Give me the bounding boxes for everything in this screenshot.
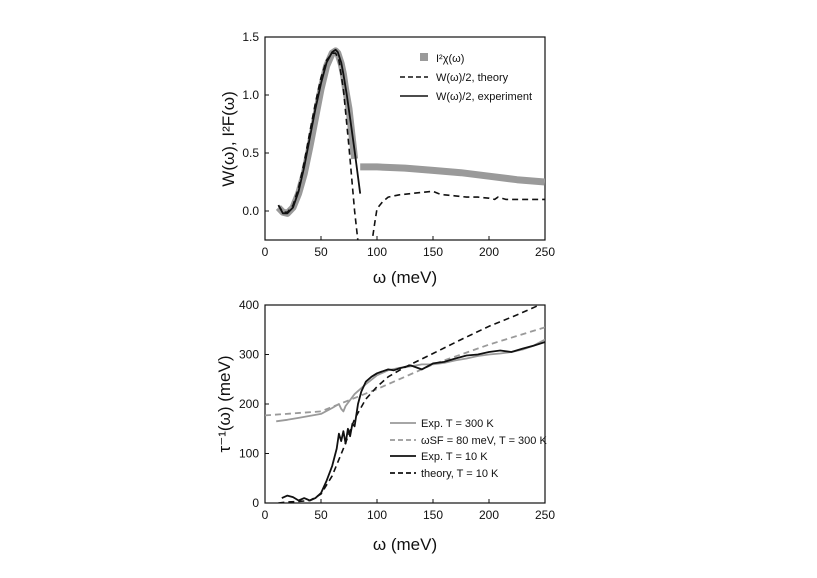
bottom-plot-frame (264, 304, 546, 504)
bottom-x-tick-label: 50 (314, 508, 328, 522)
top-x-tick-label: 100 (367, 245, 387, 259)
legend-exp10-label: Exp. T = 10 K (421, 451, 488, 463)
legend-i2chi-marker (420, 53, 428, 61)
legend-theory10-label: theory, T = 10 K (421, 468, 499, 480)
bottom-y-axis-title: τ⁻¹(ω) (meV) (215, 356, 234, 453)
series-i-high (360, 163, 545, 186)
top-series (275, 47, 545, 240)
series-exp-t-10-k (281, 341, 545, 502)
bottom-y-tick-label: 0 (252, 496, 259, 510)
bottom-x-tick-label: 0 (262, 508, 269, 522)
bottom-legend: Exp. T = 300 K ωSF = 80 meV, T = 300 K E… (390, 418, 547, 480)
bottom-ticks: 0 50 100 150 200 250 0 100 200 300 400 (239, 298, 555, 522)
series-sf-80-mev-t-300-k (265, 326, 545, 417)
bottom-y-tick-label: 300 (239, 348, 259, 362)
top-y-tick-label: 1.5 (242, 30, 259, 44)
top-panel: 0 50 100 150 200 250 0.0 0.5 1.0 1.5 I²χ(ω) W(ω)/… (219, 30, 555, 287)
series-theory-t-10-k (278, 305, 542, 503)
top-x-axis-title: ω (meV) (373, 268, 437, 287)
bottom-series (265, 305, 545, 503)
series-w-2-experiment (277, 48, 362, 215)
top-plot-frame (264, 36, 546, 241)
bottom-x-tick-label: 150 (423, 508, 443, 522)
legend-experiment-label: W(ω)/2, experiment (436, 91, 532, 103)
top-x-tick-label: 0 (262, 245, 269, 259)
bottom-y-tick-label: 400 (239, 298, 259, 312)
top-x-tick-label: 200 (479, 245, 499, 259)
bottom-y-tick-label: 100 (239, 447, 259, 461)
bottom-x-tick-label: 100 (367, 508, 387, 522)
legend-omega-sf-label: ωSF = 80 meV, T = 300 K (421, 435, 547, 447)
bottom-panel: 0 50 100 150 200 250 0 100 200 300 400 Exp. T = 30… (215, 298, 555, 554)
bottom-y-tick-label: 200 (239, 397, 259, 411)
top-ticks: 0 50 100 150 200 250 0.0 0.5 1.0 1.5 (242, 30, 555, 259)
legend-exp300-label: Exp. T = 300 K (421, 418, 494, 430)
series-w-2-theory (277, 52, 545, 240)
legend-i2chi-label: I²χ(ω) (436, 53, 464, 65)
bottom-x-tick-label: 200 (479, 508, 499, 522)
bottom-x-tick-label: 250 (535, 508, 555, 522)
top-x-tick-label: 250 (535, 245, 555, 259)
top-y-tick-label: 1.0 (242, 88, 259, 102)
top-y-tick-label: 0.0 (242, 204, 259, 218)
top-y-tick-label: 0.5 (242, 146, 259, 160)
top-x-tick-label: 150 (423, 245, 443, 259)
top-y-axis-title: W(ω), I²F(ω) (219, 91, 238, 186)
top-x-tick-label: 50 (314, 245, 328, 259)
top-legend: I²χ(ω) W(ω)/2, theory W(ω)/2, experiment (400, 53, 532, 103)
legend-theory-label: W(ω)/2, theory (436, 72, 509, 84)
bottom-x-axis-title: ω (meV) (373, 535, 437, 554)
